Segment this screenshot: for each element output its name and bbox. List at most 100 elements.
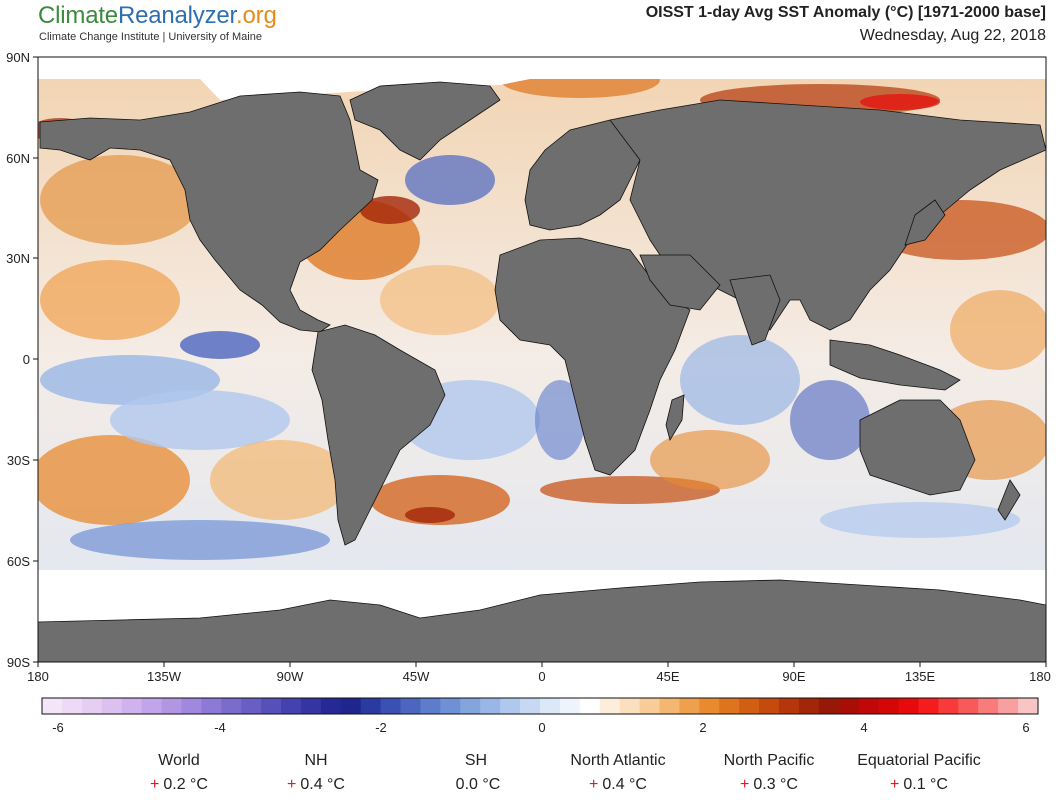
colorbar-tick-label: 0 [538,720,545,735]
logo-text-org: .org [236,2,277,29]
land-greenland [349,81,501,161]
site-logo[interactable]: ClimateReanalyzer.org [38,2,277,30]
stat-value-row: +0.2 °C [99,776,259,794]
lat-label: 30S [7,453,30,468]
colorbar-cell [500,698,521,714]
land-madagascar [665,394,685,442]
colorbar-cell [878,698,900,714]
colorbar-cell [460,698,481,714]
site-subtitle: Climate Change Institute | University of… [39,31,262,43]
land-antarctica [38,579,1046,662]
stat-equatorial-pacific: Equatorial Pacific +0.1 °C [839,752,999,794]
land-europe [524,119,641,231]
colorbar-cell [340,698,362,714]
colorbar-cell [599,698,621,714]
latitude-labels: 90N 60N 30N 0 30S 60S 90S [6,50,30,670]
land-north-america [39,91,379,333]
colorbar-cell [440,698,461,714]
map-date: Wednesday, Aug 22, 2018 [859,27,1046,44]
lat-label: 60S [7,554,30,569]
regional-anomaly-stats: World +0.2 °C NH +0.4 °C SH 0.0 °C North… [0,752,1063,800]
lon-label: 180 [1029,669,1051,684]
colorbar-cell [241,698,262,714]
plus-sign: + [287,776,297,793]
plus-sign: + [150,776,160,793]
colorbar-cell [181,698,202,714]
colorbar-cell [978,698,999,714]
stat-sh: SH 0.0 °C [396,752,556,794]
colorbar-cell [420,698,441,714]
lat-label: 0 [23,352,30,367]
colorbar-cell [958,698,979,714]
colorbar-cell [42,698,63,714]
colorbar-cell [360,698,382,714]
stat-value-row: +0.1 °C [839,776,999,794]
lat-label: 60N [6,151,30,166]
map-title: OISST 1-day Avg SST Anomaly (°C) [1971-2… [645,4,1046,21]
colorbar-cell [759,698,780,714]
stat-value: 0.2 °C [163,776,208,793]
stat-value: 0.4 °C [602,776,647,793]
plus-sign: + [589,776,599,793]
colorbar-cell [679,698,700,714]
colorbar-cell [818,698,840,714]
colorbar-cell [779,698,800,714]
stat-north-pacific: North Pacific +0.3 °C [689,752,849,794]
colorbar-cell [659,698,680,714]
colorbar-cell [719,698,740,714]
colorbar-cell [201,698,222,714]
lon-label: 90W [277,669,304,684]
colorbar [42,698,1039,714]
colorbar-cell [739,698,760,714]
colorbar-cell [81,698,103,714]
land-masses [38,81,1046,662]
longitude-ticks [37,662,1047,667]
colorbar-cell [838,698,860,714]
logo-text-climate: Climate [38,2,118,29]
colorbar-frame [41,697,1039,715]
colorbar-cell [619,698,641,714]
colorbar-cell [798,698,820,714]
lon-label: 135E [905,669,936,684]
colorbar-cell [540,698,561,714]
lat-label: 30N [6,251,30,266]
stat-name: World [158,752,200,769]
colorbar-cell [898,698,919,714]
colorbar-cell [480,698,501,714]
lon-label: 45E [656,669,679,684]
lon-label: 135W [147,669,182,684]
land-japan [904,199,946,246]
colorbar-cell [858,698,880,714]
colorbar-cell [281,698,302,714]
stat-value-row: +0.3 °C [689,776,849,794]
colorbar-cell [559,698,581,714]
land-africa [494,237,691,476]
land-maritime-se-asia [829,339,961,391]
colorbar-cell [520,698,541,714]
colorbar-cell [380,698,402,714]
lon-label: 45W [403,669,430,684]
colorbar-cell [400,698,421,714]
plus-sign: + [890,776,900,793]
colorbar-cell [699,698,720,714]
stat-value-row: +0.4 °C [236,776,396,794]
land-new-zealand [997,479,1021,521]
colorbar-cell [101,698,123,714]
longitude-labels: 180 135W 90W 45W 0 45E 90E 135E 180 [27,669,1051,684]
stat-name: North Pacific [723,752,815,769]
colorbar-cell [300,698,322,714]
stat-value-row: +0.4 °C [538,776,698,794]
colorbar-tick-label: 2 [699,720,706,735]
colorbar-tick-label: -6 [52,720,64,735]
land-south-america [311,324,446,546]
colorbar-cell [141,698,163,714]
colorbar-cell [938,698,959,714]
colorbar-tick-label: -4 [214,720,226,735]
stat-name: SH [464,752,488,769]
plus-sign: + [740,776,750,793]
land-india [729,274,781,346]
lon-label: 180 [27,669,49,684]
land-arabia [639,254,721,311]
colorbar-cell [61,698,83,714]
stat-value: 0.0 °C [455,776,501,793]
